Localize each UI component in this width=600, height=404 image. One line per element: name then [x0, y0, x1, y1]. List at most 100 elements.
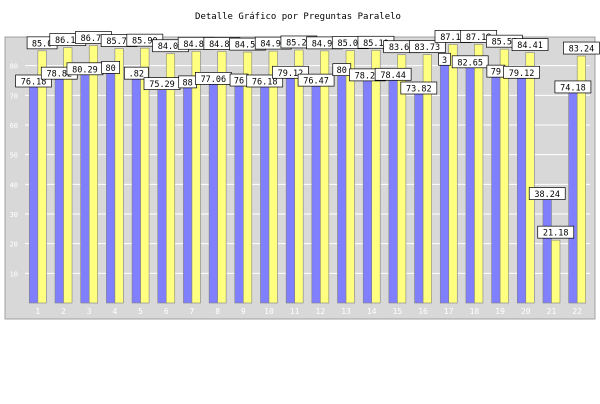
data-label-text: 75.29: [149, 80, 175, 90]
data-label-text: 82.65: [457, 58, 483, 68]
bar-series-2: [525, 52, 535, 304]
x-tick-label: 2: [61, 307, 66, 316]
y-tick-label: 50: [10, 152, 18, 160]
bar-series-2: [345, 50, 355, 304]
data-label-text: 38.24: [534, 190, 560, 200]
data-label-text: 84.02: [158, 42, 184, 52]
data-label-text: 78.44: [380, 71, 406, 81]
x-tick-label: 6: [164, 307, 169, 316]
x-tick-label: 8: [215, 307, 220, 316]
data-label-text: 86.79: [81, 34, 107, 44]
data-label-text: 83.24: [569, 45, 595, 55]
x-tick-label: 15: [393, 307, 403, 316]
x-tick-label: 7: [190, 307, 195, 316]
data-label-text: 74.18: [560, 83, 586, 93]
data-label-text: 78.82: [46, 70, 72, 80]
bar-series-2: [165, 53, 176, 304]
data-label-text: 85.19: [363, 39, 389, 49]
x-tick-label: 11: [290, 307, 300, 316]
x-tick-label: 5: [138, 307, 143, 316]
bar-series-1: [234, 75, 244, 304]
data-label-text: 80.29: [72, 65, 98, 75]
data-label-text: 76.18: [252, 77, 278, 87]
bar-series-1: [106, 63, 116, 304]
data-label-text: 73.82: [406, 85, 432, 95]
data-label-text: 84.80: [209, 40, 235, 50]
data-label: 21.18: [537, 225, 575, 239]
x-tick-label: 14: [367, 307, 377, 316]
data-label: 82.65: [451, 55, 489, 69]
x-tick-label: 20: [521, 307, 531, 316]
bar-series-2: [37, 50, 47, 304]
data-label: 80: [101, 61, 120, 74]
data-label-text: 79.12: [509, 69, 535, 79]
data-label-text: 84.41: [517, 41, 543, 51]
data-label: 74.18: [554, 80, 592, 94]
y-tick-label: 20: [10, 241, 18, 249]
bar-series-2: [422, 54, 432, 304]
data-label: 77.06: [195, 72, 232, 85]
x-tick-label: 1: [35, 307, 40, 316]
bar-series-1: [183, 77, 193, 304]
bar-series-2: [191, 50, 201, 304]
y-tick-label: 70: [10, 92, 18, 100]
bar-series-2: [499, 48, 509, 304]
bar-series-1: [362, 70, 373, 304]
data-label-box: [374, 67, 412, 81]
data-label-box: [101, 61, 120, 74]
data-label-text: .82: [129, 70, 144, 80]
bar-series-1: [568, 82, 578, 304]
data-label-box: [537, 225, 575, 239]
data-label-text: 85.0: [32, 39, 52, 49]
data-label-text: 80: [337, 66, 347, 76]
data-label-text: 84.85: [183, 40, 209, 50]
chart-title: Detalle Gráfico por Preguntas Paralelo: [195, 12, 401, 22]
data-label: 88: [178, 75, 198, 88]
data-label-text: 76.47: [303, 77, 329, 87]
bar-series-1: [465, 57, 475, 304]
bar-series-2: [140, 47, 150, 304]
data-label: 84.41: [511, 38, 549, 51]
x-tick-label: 18: [470, 307, 480, 316]
data-label-text: 84.91: [260, 40, 286, 50]
x-tick-label: 16: [418, 307, 428, 316]
data-label: 38.24: [528, 187, 566, 200]
data-label: 75.29: [143, 77, 181, 90]
data-label-box: [554, 80, 592, 94]
data-label-box: [400, 81, 438, 95]
x-tick-label: 17: [444, 307, 454, 316]
data-label-text: 84.57: [235, 41, 261, 51]
bar-series-1: [131, 68, 141, 304]
bar-series-1: [388, 69, 398, 304]
y-axis: 10 20 30 40 50 60 70 80: [10, 63, 18, 279]
y-tick-label: 60: [10, 122, 18, 130]
bar-series-2: [242, 51, 253, 304]
bar-series-2: [474, 44, 484, 304]
data-label-box: [408, 40, 446, 53]
data-label-text: 87.14: [440, 33, 466, 43]
data-label-text: 3: [442, 56, 447, 66]
bar-series-1: [208, 74, 218, 304]
bar-series-2: [294, 49, 304, 304]
bar-series-2: [268, 50, 278, 304]
data-label-text: 85.77: [106, 37, 132, 47]
bar-series-2: [448, 44, 458, 304]
data-label-text: 85.07: [337, 39, 363, 49]
data-label: 73.82: [400, 81, 438, 95]
bar-series-1: [491, 66, 501, 304]
bar-series-2: [114, 48, 124, 304]
data-label-box: [451, 55, 489, 69]
data-label-text: 79.12: [278, 69, 304, 79]
x-tick-label: 12: [316, 307, 326, 316]
data-label: .82: [123, 66, 149, 80]
bar-series-2: [217, 51, 227, 304]
data-label-text: 85.29: [286, 38, 312, 48]
data-label-text: 21.18: [543, 229, 569, 239]
y-tick-label: 40: [10, 181, 18, 189]
data-label-box: [438, 52, 451, 66]
x-tick-label: 21: [547, 307, 557, 316]
data-label-text: 79: [491, 68, 501, 78]
